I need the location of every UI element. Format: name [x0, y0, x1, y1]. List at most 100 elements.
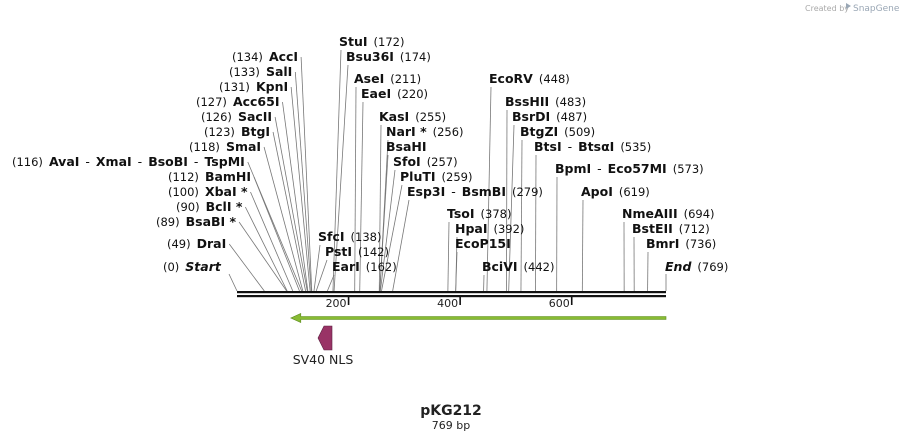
site-label-btsi[interactable]: BtsI - BtsαI (535) — [534, 139, 651, 154]
site-label-sacii[interactable]: (126) SacII — [201, 109, 272, 124]
site-label-psti[interactable]: PstI (142) — [325, 244, 389, 259]
site-label-eari[interactable]: EarI (162) — [332, 259, 397, 274]
credit-prefix: Created by — [805, 4, 849, 13]
site-label-sali[interactable]: (133) SalI — [229, 64, 292, 79]
site-position: (49) — [167, 237, 191, 251]
site-label-bsabi[interactable]: (89) BsaBI * — [156, 214, 237, 229]
ruler-tick-label: 200 — [326, 297, 347, 310]
leader-line-btgzi — [520, 139, 523, 292]
site-label-smai[interactable]: (118) SmaI — [189, 139, 261, 154]
feature-label: SV40 NLS — [293, 352, 354, 367]
site-label-kpni[interactable]: (131) KpnI — [219, 79, 288, 94]
enzyme-name: AvaI — [49, 154, 79, 169]
feature-sv40-nls[interactable]: SV40 NLS — [293, 325, 354, 367]
leader-line-ecop15i — [455, 251, 458, 292]
site-label-end[interactable]: End (769) — [665, 259, 728, 274]
site-position: (172) — [374, 35, 405, 49]
site-position: (123) — [204, 125, 235, 139]
site-position: (131) — [219, 80, 250, 94]
leader-line-kasi — [378, 124, 382, 292]
site-label-nari[interactable]: NarI * (256) — [386, 124, 464, 139]
enzyme-name: BciVI — [482, 259, 518, 274]
leader-line-bsrdi — [508, 124, 515, 292]
leader-line-apoi — [581, 199, 584, 292]
site-label-eaei[interactable]: EaeI (220) — [361, 86, 428, 101]
site-label-nmeaiii[interactable]: NmeAIII (694) — [622, 206, 715, 221]
site-label-stui[interactable]: StuI (172) — [339, 34, 404, 49]
enzyme-name: SalI — [266, 64, 292, 79]
site-position: (257) — [427, 155, 458, 169]
feature-arrow[interactable] — [290, 313, 667, 323]
enzyme-name: KpnI — [256, 79, 288, 94]
site-label-pluti[interactable]: PluTI (259) — [400, 169, 472, 184]
site-label-acci[interactable]: (134) AccI — [232, 49, 298, 64]
enzyme-name: BpmI — [555, 161, 591, 176]
site-label-tsoi[interactable]: TsoI (378) — [447, 206, 511, 221]
enzyme-name: End — [665, 259, 692, 274]
site-separator: - — [568, 139, 573, 154]
site-position: (162) — [366, 260, 397, 274]
site-label-hpai[interactable]: HpaI (392) — [455, 221, 524, 236]
enzyme-name: BamHI — [205, 169, 251, 184]
enzyme-name: EcoP15I — [455, 236, 511, 251]
leader-line-smai — [263, 146, 304, 292]
site-position: (142) — [358, 245, 389, 259]
leader-line-ecorv — [486, 86, 492, 292]
site-label-bsu36i[interactable]: Bsu36I (174) — [346, 49, 431, 64]
enzyme-name: EcoRV — [489, 71, 533, 86]
site-label-avai[interactable]: (116) AvaI - XmaI - BsoBI - TspMI — [12, 154, 245, 169]
site-label-bsteii[interactable]: BstEII (712) — [632, 221, 710, 236]
site-label-bcli[interactable]: (90) BclI * — [176, 199, 243, 214]
site-label-bsshii[interactable]: BssHII (483) — [505, 94, 586, 109]
site-separator: - — [194, 154, 199, 169]
site-label-sfci[interactable]: SfcI (138) — [318, 229, 381, 244]
site-label-acc65i[interactable]: (127) Acc65I — [196, 94, 279, 109]
leader-line-drai — [228, 243, 265, 292]
enzyme-name: BssHII — [505, 94, 549, 109]
enzyme-name: BstEII — [632, 221, 673, 236]
site-position: (116) — [12, 155, 43, 169]
site-label-ecorv[interactable]: EcoRV (448) — [489, 71, 570, 86]
enzyme-name: NarI * — [386, 124, 427, 139]
site-position: (89) — [156, 215, 180, 229]
leader-line-sacii — [274, 116, 308, 292]
site-label-kasi[interactable]: KasI (255) — [379, 109, 446, 124]
leader-line-bcli — [245, 206, 288, 292]
site-position: (255) — [415, 110, 446, 124]
site-label-bpmi[interactable]: BpmI - Eco57MI (573) — [555, 161, 704, 176]
leader-line-eari — [327, 274, 335, 292]
enzyme-name: BsrDI — [512, 109, 550, 124]
enzyme-name: BtsI — [534, 139, 562, 154]
plasmid-name: pKG212 — [420, 403, 482, 419]
site-label-bmri[interactable]: BmrI (736) — [646, 236, 716, 251]
site-position: (90) — [176, 200, 200, 214]
site-label-bsrdi[interactable]: BsrDI (487) — [512, 109, 587, 124]
site-label-start[interactable]: (0) Start — [163, 259, 222, 274]
site-label-asei[interactable]: AseI (211) — [354, 71, 421, 86]
site-label-bamhi[interactable]: (112) BamHI — [168, 169, 251, 184]
enzyme-name: BsoBI — [148, 154, 188, 169]
site-label-btgi[interactable]: (123) BtgI — [204, 124, 270, 139]
site-label-esp3i[interactable]: Esp3I - BsmBI (279) — [407, 184, 543, 199]
site-position: (174) — [400, 50, 431, 64]
snapgene-logo: SnapGene — [846, 3, 900, 14]
enzyme-name: BtgZI — [520, 124, 558, 139]
site-label-sfoi[interactable]: SfoI (257) — [393, 154, 458, 169]
site-label-drai[interactable]: (49) DraI — [167, 236, 226, 251]
site-label-ecop15i[interactable]: EcoP15I — [455, 236, 511, 251]
site-label-bsahi[interactable]: BsaHI — [386, 139, 427, 154]
site-position: (736) — [685, 237, 716, 251]
site-label-apoi[interactable]: ApoI (619) — [581, 184, 650, 199]
site-label-btgzi[interactable]: BtgZI (509) — [520, 124, 595, 139]
enzyme-name: BtgI — [241, 124, 270, 139]
site-position: (487) — [556, 110, 587, 124]
enzyme-name: BtsαI — [578, 139, 614, 154]
site-position: (220) — [397, 87, 428, 101]
site-label-bcivi[interactable]: BciVI (442) — [482, 259, 554, 274]
site-position: (509) — [564, 125, 595, 139]
features: SV40 NLS — [290, 313, 667, 367]
enzyme-name: Start — [185, 259, 222, 274]
enzyme-name: HpaI — [455, 221, 488, 236]
site-label-xbai[interactable]: (100) XbaI * — [168, 184, 248, 199]
site-position: (133) — [229, 65, 260, 79]
